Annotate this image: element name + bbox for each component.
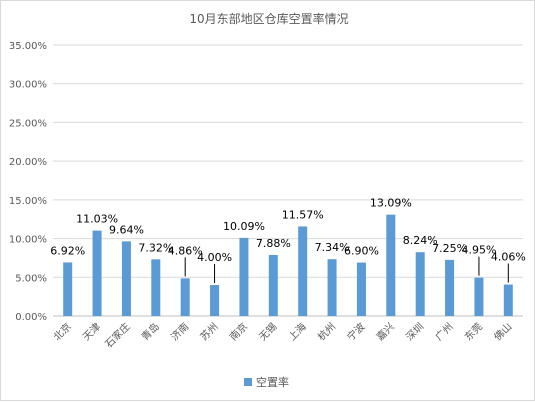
y-tick-label: 35.00% [9,41,47,52]
bar [356,262,366,316]
bar [386,214,396,316]
y-tick-label: 0.00% [15,312,47,323]
x-tick-label: 南京 [227,320,250,343]
x-tick-label: 苏州 [197,320,220,343]
y-tick-label: 10.00% [9,235,47,246]
bar [298,226,308,316]
bar [121,241,131,316]
chart-title: 10月东部地区仓库空置率情况 [189,11,348,26]
x-tick-label: 青岛 [139,320,162,343]
bar [445,259,455,316]
y-tick-label: 25.00% [9,118,47,129]
x-tick-label: 杭州 [315,320,338,343]
x-tick-label: 北京 [50,320,73,343]
x-tick-label: 上海 [285,320,308,343]
bar [239,237,249,316]
data-label: 7.32% [138,241,173,254]
x-tick-label: 宁波 [344,320,367,343]
legend-label: 空置率 [256,375,289,389]
x-tick-label: 济南 [168,320,191,343]
data-label: 11.03% [76,213,118,226]
y-tick-label: 30.00% [9,80,47,91]
data-label: 7.88% [256,237,291,250]
data-label: 4.86% [168,244,203,257]
x-tick-label: 佛山 [491,320,514,343]
bar [503,284,513,316]
data-label: 7.34% [315,241,350,254]
bar [327,259,337,316]
bar [268,254,278,316]
data-label: 8.24% [403,234,438,247]
data-labels: 6.92% 11.03%9.64% 7.32%4.86%4.00% 10.09% 7.8… [50,197,526,284]
x-tick-label: 无锡 [256,320,279,343]
data-label: 4.95% [461,244,496,257]
bar [151,259,161,316]
data-label: 11.57% [282,208,324,221]
bars [63,214,513,316]
data-label: 6.92% [50,244,85,257]
data-label: 9.64% [109,223,144,236]
data-label: 13.09% [370,197,412,210]
x-tick-label: 深圳 [404,321,427,344]
data-label: 7.25% [432,242,467,255]
x-tick-label: 天津 [81,321,104,344]
data-label: 10.09% [223,220,265,233]
y-tick-label: 5.00% [15,273,47,284]
data-label: 6.90% [344,245,379,258]
bar [474,277,484,316]
bar [415,252,425,316]
y-tick-label: 15.00% [9,196,47,207]
gridlines [53,44,523,317]
legend: 空置率 [244,375,289,389]
x-tick-label: 石家庄 [102,320,132,350]
bar [92,230,102,316]
legend-swatch [244,378,252,386]
bar [63,262,73,316]
x-tick-label: 广州 [433,321,456,344]
bar [210,285,220,316]
y-axis-ticks: 0.00% 5.00% 10.00% 15.00% 20.00% 25.00% 30.00%… [9,41,47,323]
x-tick-label: 嘉兴 [374,320,397,343]
y-tick-label: 20.00% [9,157,47,168]
x-axis-ticks: 北京 天津 石家庄 青岛 济南 苏州 南京 无锡 上海 杭州 宁波 嘉兴 深圳 广州 东莞 佛山 [50,320,514,350]
x-tick-label: 东莞 [462,320,485,343]
data-label: 4.00% [197,251,232,264]
bar [180,278,190,316]
data-label: 4.06% [491,251,526,264]
